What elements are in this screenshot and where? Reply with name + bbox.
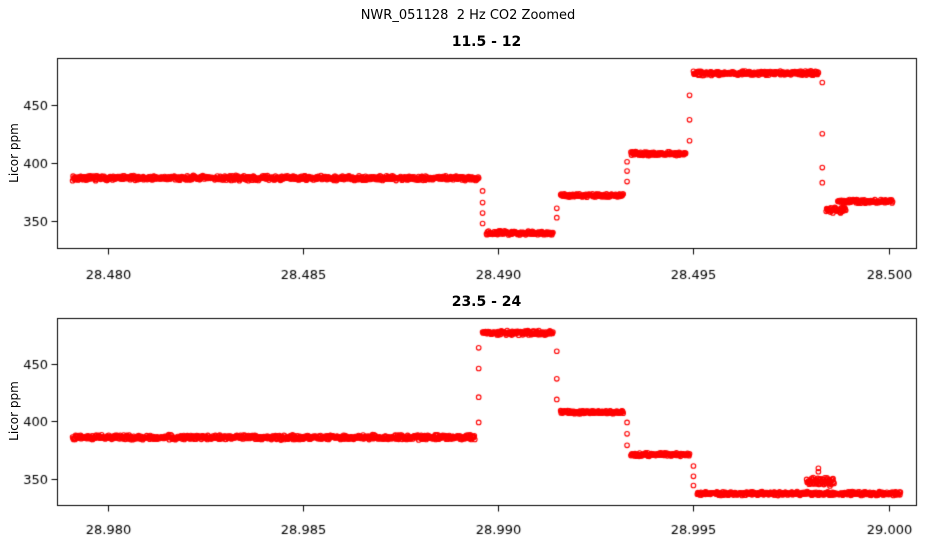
panel-top-title: 11.5 - 12 xyxy=(451,34,522,50)
panel-bottom-title: 23.5 - 24 xyxy=(451,294,522,310)
panel-top-ylabel: Licor ppm xyxy=(7,123,21,183)
figure-title: NWR_051128 2 Hz CO2 Zoomed xyxy=(360,8,576,23)
panel-bottom-ylabel: Licor ppm xyxy=(7,381,21,441)
